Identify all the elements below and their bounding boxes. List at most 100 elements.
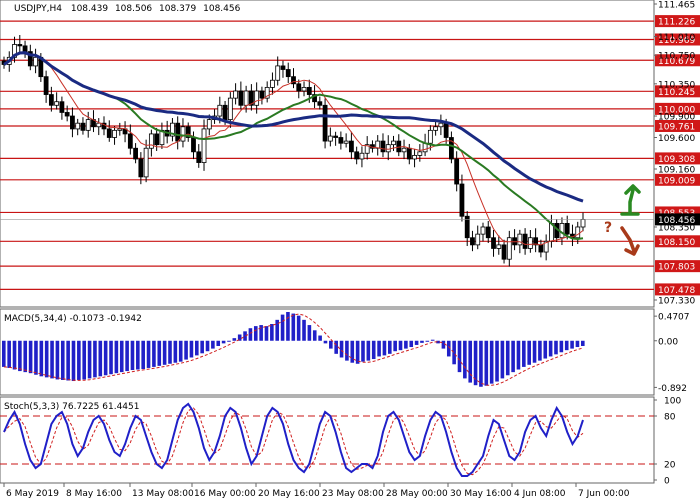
candle-body-90	[475, 233, 481, 246]
stoch-tick-label-3: 0	[664, 477, 670, 487]
candle-body-3	[17, 44, 23, 47]
level-label-9: 108.150	[658, 238, 695, 248]
candle-body-83	[438, 122, 444, 128]
candle-body-38	[201, 128, 207, 163]
macd-panel-frame	[0, 308, 655, 396]
level-label-6: 109.308	[658, 155, 695, 165]
candle-body-79	[417, 151, 423, 156]
macd-bar-95	[511, 340, 515, 373]
macd-bar-60	[323, 340, 328, 344]
candle-body-66	[348, 140, 354, 153]
candle-body-32	[170, 122, 175, 137]
candle-body-15	[80, 122, 86, 131]
macd-bar-77	[414, 340, 419, 345]
macd-bar-90	[484, 340, 489, 386]
candle-body-34	[180, 126, 186, 142]
ma-fast-line	[3, 52, 584, 246]
up-arrow-icon	[620, 184, 641, 216]
forecast-arrows: ?	[604, 184, 641, 256]
level-label-1: 110.969	[658, 36, 695, 46]
ohlc-close: 108.456	[203, 4, 240, 14]
macd-bar-8	[44, 340, 49, 378]
macd-bar-92	[495, 340, 499, 382]
stochastic-panel-frame	[0, 396, 655, 484]
macd-bar-72	[388, 340, 392, 354]
time-label-2: 13 May 08:00	[132, 489, 194, 499]
macd-bar-12	[66, 340, 70, 381]
stochastic-levels	[0, 415, 654, 465]
time-label-7: 30 May 16:00	[450, 489, 512, 499]
macd-bar-96	[516, 340, 521, 370]
macd-bar-100	[538, 340, 542, 361]
candle-body-61	[322, 104, 328, 142]
macd-bar-63	[339, 340, 344, 358]
candle-body-77	[406, 147, 412, 160]
macd-bar-65	[350, 340, 355, 363]
price-tick-label-8: 107.330	[658, 297, 695, 307]
time-label-5: 23 May 08:00	[322, 489, 384, 499]
macd-bar-23	[125, 340, 129, 372]
candle-body-50	[264, 86, 270, 99]
macd-bar-24	[130, 340, 135, 371]
candle-body-68	[359, 152, 365, 160]
candle-body-46	[243, 90, 249, 106]
macd-bar-93	[500, 340, 505, 379]
price-panel-frame	[0, 0, 655, 308]
time-label-0: 6 May 2019	[6, 489, 59, 499]
candle-body-101	[533, 237, 539, 246]
candle-body-14	[75, 122, 81, 130]
ohlc-open: 108.439	[71, 4, 108, 14]
macd-bar-58	[312, 330, 317, 341]
macd-bar-28	[152, 340, 156, 367]
macd-bar-43	[232, 338, 237, 341]
current-price-tag	[655, 213, 700, 226]
macd-histogram	[2, 312, 585, 387]
macd-bar-13	[71, 340, 76, 382]
candle-body-27	[143, 147, 149, 178]
macd-bar-52	[280, 314, 285, 341]
time-label-6: 28 May 00:00	[386, 489, 448, 499]
candle-body-94	[496, 244, 502, 249]
question-mark-icon: ?	[604, 220, 612, 236]
macd-bar-49	[264, 326, 269, 341]
macd-bar-2	[12, 340, 17, 370]
candle-body-55	[291, 76, 296, 85]
macd-tick-label-0: 0.4707	[658, 313, 690, 323]
candle-body-49	[259, 90, 265, 99]
level-label-0: 111.226	[658, 18, 695, 28]
macd-bar-11	[60, 340, 65, 380]
macd-bar-74	[398, 340, 403, 351]
macd-bar-38	[205, 340, 210, 352]
macd-panel: 0.4707 0.00 -0.892 MACD(5,34,4) -0.1073 -0…	[0, 308, 690, 396]
macd-bar-91	[489, 340, 494, 384]
candle-body-96	[506, 237, 512, 260]
time-label-3: 16 May 00:00	[194, 489, 256, 499]
candle-body-10	[54, 101, 60, 106]
candle-body-85	[449, 137, 454, 160]
macd-bar-16	[87, 340, 92, 379]
macd-bar-59	[318, 335, 322, 341]
level-label-10: 107.803	[658, 263, 695, 273]
candle-body-103	[543, 240, 549, 253]
candle-body-33	[175, 122, 181, 142]
price-tick-label-3: 110.350	[658, 80, 695, 90]
macd-signal-line	[3, 313, 584, 386]
level-label-2: 110.679	[658, 57, 695, 67]
candle-body-5	[27, 51, 33, 67]
macd-bar-73	[393, 340, 397, 352]
level-tag-6	[655, 152, 700, 165]
macd-bar-55	[296, 315, 301, 341]
candle-body-89	[470, 237, 475, 246]
macd-bar-1	[7, 340, 11, 368]
macd-bar-86	[463, 340, 467, 379]
macd-bar-106	[570, 340, 574, 349]
level-label-5: 109.761	[658, 122, 695, 132]
candle-body-73	[385, 144, 391, 153]
macd-bar-48	[259, 325, 263, 341]
candle-body-36	[191, 137, 196, 153]
level-tag-9	[655, 235, 700, 248]
level-tag-1	[655, 33, 700, 46]
macd-bar-84	[452, 340, 456, 365]
stoch-k-line	[3, 402, 584, 477]
candle-body-16	[85, 119, 91, 131]
